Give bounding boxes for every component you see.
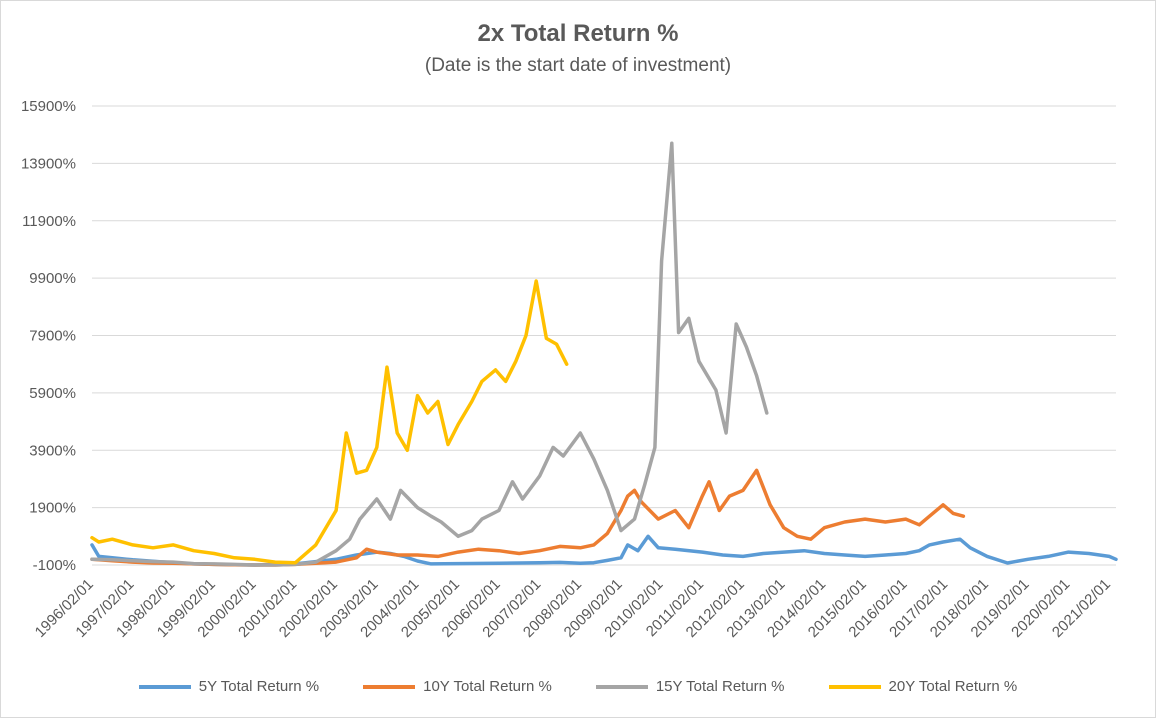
- y-axis-ticks: -100% 1900% 3900% 5900% 7900% 9900% 11900% 1390…: [21, 98, 76, 574]
- legend-swatch: [595, 684, 648, 689]
- series-line-3: [90, 141, 769, 567]
- legend-item: 5Y Total Return %: [138, 678, 320, 695]
- series-line-2: [90, 468, 966, 567]
- y-tick-label: 11900%: [22, 213, 76, 230]
- legend-label: 5Y Total Return %: [198, 678, 320, 695]
- legend: 5Y Total Return % 10Y Total Return % 15Y T…: [0, 678, 1156, 695]
- legend-swatch: [363, 684, 416, 689]
- y-tick-label: 15900%: [21, 98, 76, 115]
- legend-item: 10Y Total Return %: [363, 678, 552, 695]
- y-tick-label: 9900%: [29, 270, 76, 287]
- y-tick-label: 13900%: [21, 155, 76, 172]
- y-tick-label: 7900%: [29, 328, 76, 345]
- y-tick-label: 3900%: [29, 442, 76, 459]
- y-tick-label: 1900%: [29, 500, 76, 517]
- y-tick-label: 5900%: [29, 385, 76, 402]
- series-line-4: [90, 279, 569, 565]
- y-tick-label: -100%: [33, 557, 76, 574]
- series-lines: [90, 141, 1118, 567]
- legend-label: 10Y Total Return %: [423, 678, 552, 695]
- legend-swatch: [138, 684, 191, 689]
- legend-label: 20Y Total Return %: [888, 678, 1018, 695]
- chart-title: 2x Total Return %: [477, 20, 679, 47]
- legend-swatch: [828, 684, 881, 689]
- legend-label: 15Y Total Return %: [655, 678, 785, 695]
- gridlines: [92, 105, 1116, 566]
- series-line-1: [90, 534, 1118, 567]
- chart-subtitle: (Date is the start date of investment): [424, 55, 732, 76]
- legend-item: 15Y Total Return %: [595, 678, 785, 695]
- x-axis-ticks: 1996/02/011997/02/011998/02/011999/02/01…: [32, 576, 1114, 641]
- legend-item: 20Y Total Return %: [828, 678, 1018, 695]
